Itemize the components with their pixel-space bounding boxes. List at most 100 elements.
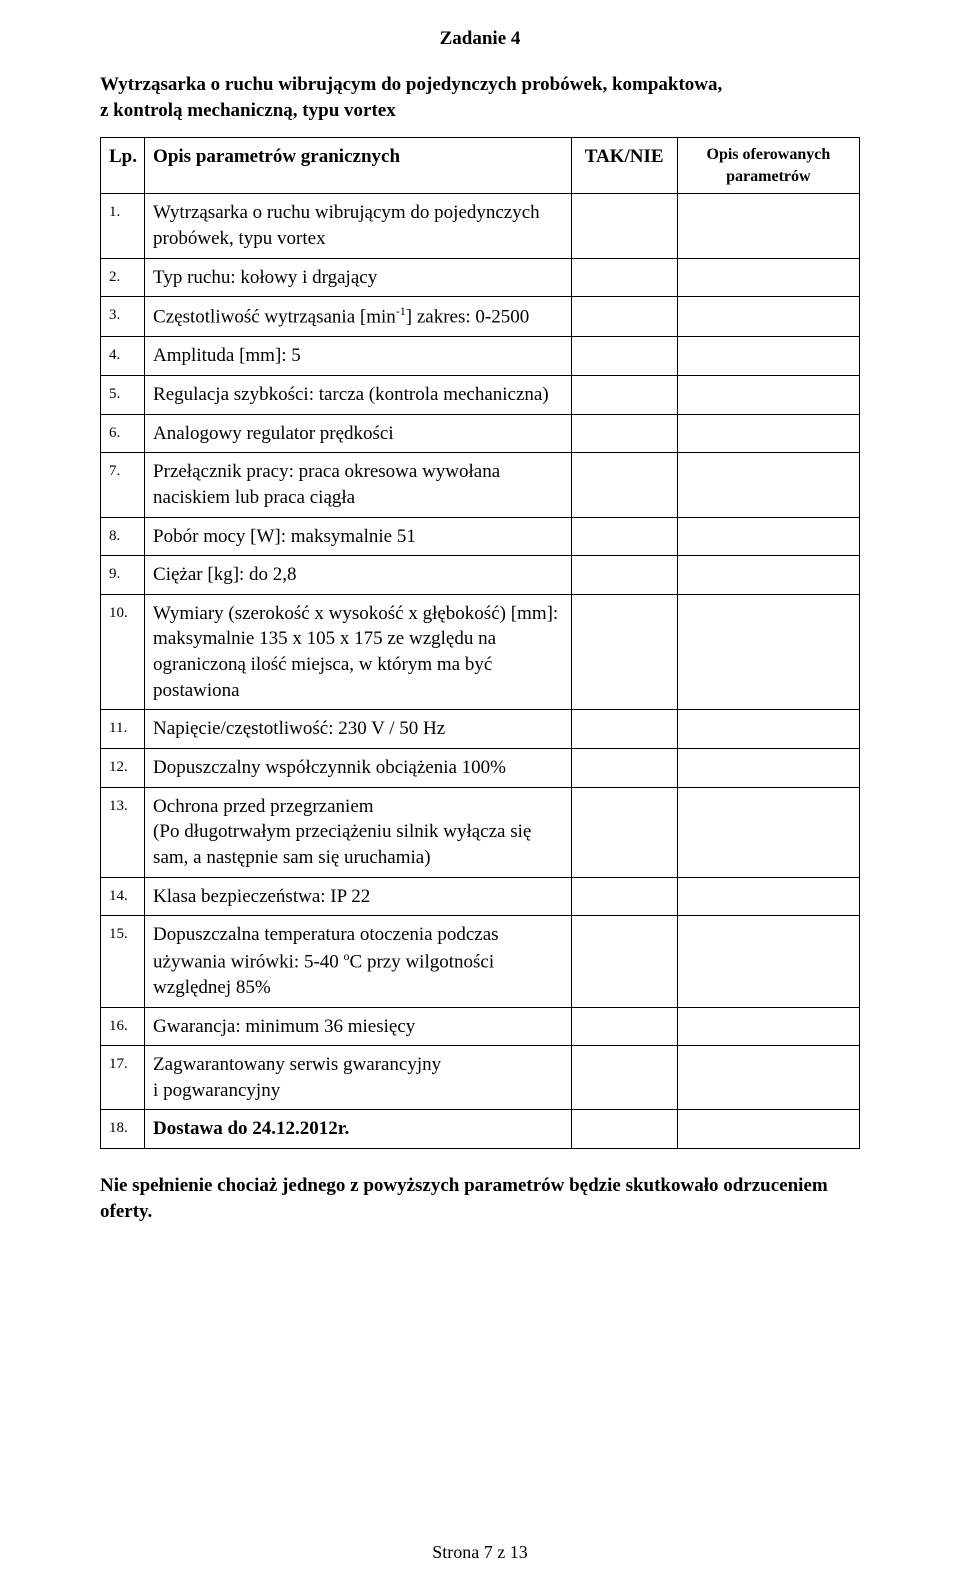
oferowanych-cell — [677, 297, 859, 337]
oferowanych-cell — [677, 1110, 859, 1149]
taknie-cell — [571, 194, 677, 258]
lp-cell: 13. — [101, 787, 145, 877]
oferowanych-cell — [677, 749, 859, 788]
taknie-cell — [571, 376, 677, 415]
opis-cell: Przełącznik pracy: praca okresowa wywoła… — [145, 453, 572, 517]
opis-cell: Dopuszczalna temperatura otoczenia podcz… — [145, 916, 572, 1007]
table-row: 8.Pobór mocy [W]: maksymalnie 51 — [101, 517, 860, 556]
table-row: 4.Amplituda [mm]: 5 — [101, 337, 860, 376]
opis-cell: Zagwarantowany serwis gwarancyjnyi pogwa… — [145, 1046, 572, 1110]
footnote: Nie spełnienie chociaż jednego z powyższ… — [100, 1173, 860, 1224]
lp-cell: 14. — [101, 877, 145, 916]
lp-cell: 15. — [101, 916, 145, 1007]
table-row: 11.Napięcie/częstotliwość: 230 V / 50 Hz — [101, 710, 860, 749]
lp-cell: 11. — [101, 710, 145, 749]
oferowanych-cell — [677, 194, 859, 258]
table-row: 9.Ciężar [kg]: do 2,8 — [101, 556, 860, 595]
taknie-cell — [571, 916, 677, 1007]
oferowanych-cell — [677, 453, 859, 517]
oferowanych-cell — [677, 916, 859, 1007]
taknie-cell — [571, 1046, 677, 1110]
lp-cell: 2. — [101, 258, 145, 297]
page: Zadanie 4 Wytrząsarka o ruchu wibrującym… — [0, 0, 960, 1593]
subtitle-line2: z kontrolą mechaniczną, typu vortex — [100, 100, 396, 121]
table-row: 3.Częstotliwość wytrząsania [min-1] zakr… — [101, 297, 860, 337]
oferowanych-cell — [677, 414, 859, 453]
table-row: 16.Gwarancja: minimum 36 miesięcy — [101, 1007, 860, 1046]
table-row: 14.Klasa bezpieczeństwa: IP 22 — [101, 877, 860, 916]
taknie-cell — [571, 453, 677, 517]
taknie-cell — [571, 297, 677, 337]
oferowanych-cell — [677, 337, 859, 376]
lp-cell: 10. — [101, 594, 145, 710]
lp-cell: 3. — [101, 297, 145, 337]
opis-cell: Napięcie/częstotliwość: 230 V / 50 Hz — [145, 710, 572, 749]
opis-cell: Analogowy regulator prędkości — [145, 414, 572, 453]
taknie-cell — [571, 1007, 677, 1046]
oferowanych-cell — [677, 1007, 859, 1046]
table-row: 10.Wymiary (szerokość x wysokość x głębo… — [101, 594, 860, 710]
table-row: 6.Analogowy regulator prędkości — [101, 414, 860, 453]
oferowanych-cell — [677, 877, 859, 916]
oferowanych-cell — [677, 556, 859, 595]
task-title: Zadanie 4 — [100, 28, 860, 50]
lp-cell: 8. — [101, 517, 145, 556]
table-row: 7.Przełącznik pracy: praca okresowa wywo… — [101, 453, 860, 517]
table-header-row: Lp. Opis parametrów granicznych TAK/NIE … — [101, 138, 860, 194]
lp-cell: 4. — [101, 337, 145, 376]
oferowanych-cell — [677, 1046, 859, 1110]
opis-cell: Typ ruchu: kołowy i drgający — [145, 258, 572, 297]
header-oferowanych: Opis oferowanych parametrów — [677, 138, 859, 194]
taknie-cell — [571, 258, 677, 297]
lp-cell: 12. — [101, 749, 145, 788]
opis-cell: Pobór mocy [W]: maksymalnie 51 — [145, 517, 572, 556]
taknie-cell — [571, 594, 677, 710]
opis-cell: Klasa bezpieczeństwa: IP 22 — [145, 877, 572, 916]
lp-cell: 9. — [101, 556, 145, 595]
lp-cell: 7. — [101, 453, 145, 517]
taknie-cell — [571, 710, 677, 749]
taknie-cell — [571, 414, 677, 453]
opis-cell: Gwarancja: minimum 36 miesięcy — [145, 1007, 572, 1046]
parameters-table: Lp. Opis parametrów granicznych TAK/NIE … — [100, 137, 860, 1149]
oferowanych-cell — [677, 376, 859, 415]
table-row: 18.Dostawa do 24.12.2012r. — [101, 1110, 860, 1149]
lp-cell: 6. — [101, 414, 145, 453]
taknie-cell — [571, 749, 677, 788]
opis-cell: Regulacja szybkości: tarcza (kontrola me… — [145, 376, 572, 415]
opis-cell: Wytrząsarka o ruchu wibrującym do pojedy… — [145, 194, 572, 258]
taknie-cell — [571, 877, 677, 916]
page-number: Strona 7 z 13 — [0, 1542, 960, 1563]
lp-cell: 5. — [101, 376, 145, 415]
opis-cell: Wymiary (szerokość x wysokość x głębokoś… — [145, 594, 572, 710]
table-row: 15.Dopuszczalna temperatura otoczenia po… — [101, 916, 860, 1007]
header-lp: Lp. — [101, 138, 145, 194]
table-row: 5.Regulacja szybkości: tarcza (kontrola … — [101, 376, 860, 415]
oferowanych-cell — [677, 258, 859, 297]
taknie-cell — [571, 787, 677, 877]
oferowanych-cell — [677, 787, 859, 877]
taknie-cell — [571, 1110, 677, 1149]
opis-cell: Częstotliwość wytrząsania [min-1] zakres… — [145, 297, 572, 337]
table-row: 17.Zagwarantowany serwis gwarancyjnyi po… — [101, 1046, 860, 1110]
opis-cell: Ciężar [kg]: do 2,8 — [145, 556, 572, 595]
oferowanych-cell — [677, 710, 859, 749]
taknie-cell — [571, 556, 677, 595]
header-opis: Opis parametrów granicznych — [145, 138, 572, 194]
opis-cell: Dostawa do 24.12.2012r. — [145, 1110, 572, 1149]
lp-cell: 1. — [101, 194, 145, 258]
table-row: 12.Dopuszczalny współczynnik obciążenia … — [101, 749, 860, 788]
opis-cell: Dopuszczalny współczynnik obciążenia 100… — [145, 749, 572, 788]
lp-cell: 17. — [101, 1046, 145, 1110]
lp-cell: 18. — [101, 1110, 145, 1149]
subtitle: Wytrząsarka o ruchu wibrującym do pojedy… — [100, 72, 860, 123]
opis-cell: Amplituda [mm]: 5 — [145, 337, 572, 376]
oferowanych-cell — [677, 594, 859, 710]
table-row: 2.Typ ruchu: kołowy i drgający — [101, 258, 860, 297]
opis-cell: Ochrona przed przegrzaniem(Po długotrwał… — [145, 787, 572, 877]
table-row: 13.Ochrona przed przegrzaniem(Po długotr… — [101, 787, 860, 877]
subtitle-line1: Wytrząsarka o ruchu wibrującym do pojedy… — [100, 74, 722, 95]
header-taknie: TAK/NIE — [571, 138, 677, 194]
taknie-cell — [571, 517, 677, 556]
taknie-cell — [571, 337, 677, 376]
